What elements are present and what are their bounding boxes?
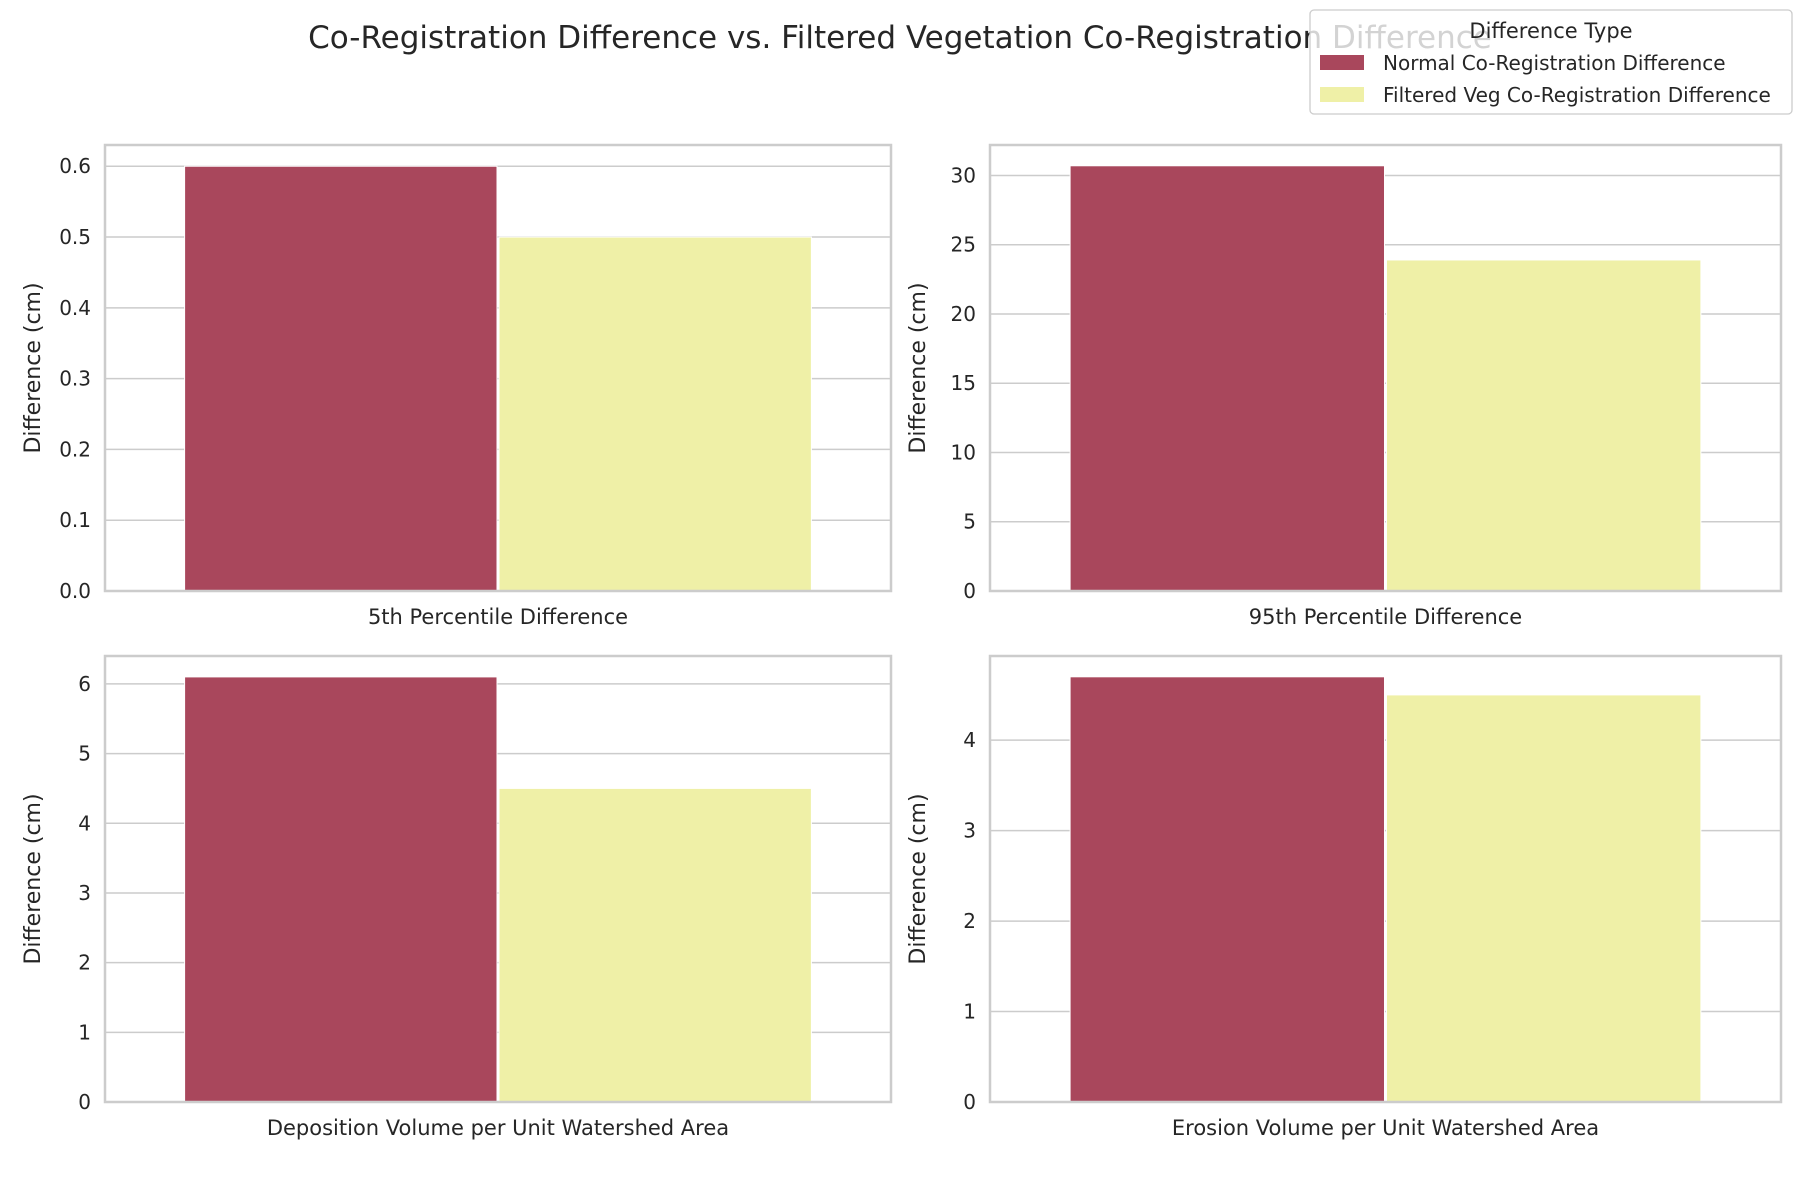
y-tick-label-3-0: 0 (78, 1090, 91, 1114)
bar-2-normal (1069, 165, 1385, 592)
legend-title: Difference Type (1469, 19, 1632, 43)
bar-1-filtered (498, 236, 812, 592)
y-tick-label-3-6: 6 (78, 672, 91, 696)
y-tick-label-4-1: 1 (963, 1000, 976, 1024)
y-tick-label-2-1: 5 (963, 510, 976, 534)
y-tick-label-3-5: 5 (78, 742, 91, 766)
y-tick-label-2-6: 30 (951, 163, 976, 187)
y-tick-label-3-4: 4 (78, 811, 91, 835)
y-tick-label-2-0: 0 (963, 579, 976, 603)
y-tick-label-4-4: 4 (963, 728, 976, 752)
y-tick-label-1-2: 0.2 (59, 437, 91, 461)
y-tick-label-2-4: 20 (951, 302, 976, 326)
axes-frame-3 (103, 654, 893, 1104)
legend-swatch-normal (1320, 55, 1364, 70)
legend-swatch-filtered (1320, 87, 1364, 102)
bar-3-normal (184, 676, 498, 1103)
y-tick-label-4-2: 2 (963, 909, 976, 933)
bar-1-normal (184, 165, 498, 592)
y-tick-label-3-3: 3 (78, 881, 91, 905)
legend-label-normal: Normal Co-Registration Difference (1383, 51, 1726, 75)
y-axis-label-3: Difference (cm) (21, 793, 46, 964)
y-tick-label-2-2: 10 (951, 440, 976, 464)
y-axis-label-4: Difference (cm) (906, 793, 931, 964)
y-tick-label-1-3: 0.3 (59, 367, 91, 391)
figure-title: Co-Registration Difference vs. Filtered … (308, 20, 1492, 56)
y-tick-label-1-1: 0.1 (59, 508, 91, 532)
axes-frame-4 (988, 654, 1783, 1104)
y-tick-label-2-3: 15 (951, 371, 976, 395)
bar-4-filtered (1386, 694, 1702, 1103)
axes-frame-2 (988, 143, 1783, 593)
bar-2-filtered (1386, 259, 1702, 592)
y-tick-label-1-4: 0.4 (59, 296, 91, 320)
x-category-label-3: Deposition Volume per Unit Watershed Are… (267, 1116, 729, 1140)
y-tick-label-2-5: 25 (951, 233, 976, 257)
legend: Difference Type Normal Co-Registration D… (1309, 9, 1793, 115)
y-tick-label-1-5: 0.5 (59, 225, 91, 249)
y-tick-label-4-0: 0 (963, 1090, 976, 1114)
x-category-label-1: 5th Percentile Difference (368, 605, 628, 629)
legend-frame (1309, 9, 1793, 115)
y-tick-label-3-1: 1 (78, 1020, 91, 1044)
y-tick-label-1-0: 0.0 (59, 579, 91, 603)
legend-label-filtered: Filtered Veg Co-Registration Difference (1383, 83, 1771, 107)
y-tick-label-1-6: 0.6 (59, 154, 91, 178)
x-category-label-2: 95th Percentile Difference (1249, 605, 1522, 629)
axes-frame-1 (103, 143, 893, 593)
y-axis-label-2: Difference (cm) (906, 282, 931, 453)
bar-3-filtered (498, 787, 812, 1103)
subplot-grid: 0.0 0.1 0.2 0.3 0.4 0.5 0.6 5th Percentile Diff… (21, 143, 1783, 1140)
y-tick-label-4-3: 3 (963, 819, 976, 843)
y-axis-label-1: Difference (cm) (21, 282, 46, 453)
bar-4-normal (1069, 676, 1385, 1103)
y-tick-label-3-2: 2 (78, 951, 91, 975)
x-category-label-4: Erosion Volume per Unit Watershed Area (1172, 1116, 1599, 1140)
